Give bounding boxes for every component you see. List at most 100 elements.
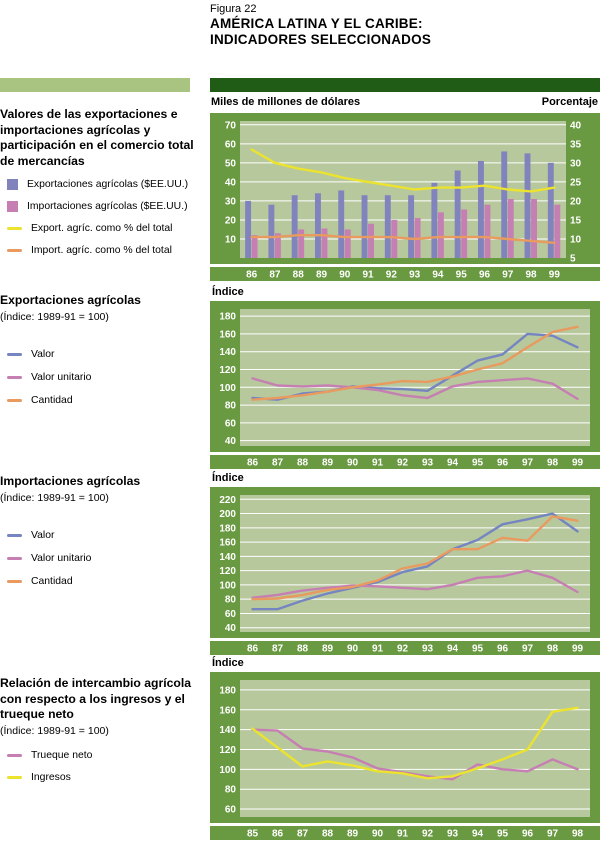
svg-text:94: 94 xyxy=(447,644,459,655)
svg-text:20: 20 xyxy=(570,196,582,207)
svg-text:98: 98 xyxy=(547,644,559,655)
svg-text:180: 180 xyxy=(219,523,236,534)
svg-text:91: 91 xyxy=(363,270,375,281)
svg-text:92: 92 xyxy=(386,270,398,281)
svg-text:86: 86 xyxy=(246,270,258,281)
svg-text:88: 88 xyxy=(297,644,309,655)
svg-text:88: 88 xyxy=(297,458,309,469)
svg-text:89: 89 xyxy=(347,829,359,840)
legend-label: Exportaciones agrícolas ($EE.UU.) xyxy=(27,178,189,190)
svg-text:96: 96 xyxy=(497,644,509,655)
svg-text:92: 92 xyxy=(422,829,434,840)
svg-text:95: 95 xyxy=(497,829,509,840)
svg-text:88: 88 xyxy=(322,829,334,840)
svg-text:94: 94 xyxy=(432,270,444,281)
legend-label: Export. agríc. como % del total xyxy=(31,222,173,234)
figure-label: Figura 22 xyxy=(210,3,257,15)
export-bar-swatch xyxy=(7,178,18,190)
svg-text:86: 86 xyxy=(247,458,259,469)
svg-text:98: 98 xyxy=(526,270,538,281)
svg-text:220: 220 xyxy=(219,495,236,506)
valor-unitario-line-swatch xyxy=(7,376,22,380)
svg-text:100: 100 xyxy=(219,383,236,394)
svg-text:35: 35 xyxy=(570,139,582,150)
svg-text:180: 180 xyxy=(219,685,236,696)
svg-text:90: 90 xyxy=(347,458,359,469)
svg-text:30: 30 xyxy=(225,196,237,207)
svg-text:95: 95 xyxy=(472,458,484,469)
svg-text:96: 96 xyxy=(522,829,534,840)
svg-text:85: 85 xyxy=(247,829,259,840)
import-pct-line-swatch xyxy=(7,248,22,252)
section-title: Importaciones agrícolas xyxy=(0,474,141,488)
valor-line-swatch xyxy=(7,353,22,357)
svg-text:50: 50 xyxy=(225,158,237,169)
legend-agri-imports: Valor Valor unitario Cantidad xyxy=(0,530,198,588)
svg-text:140: 140 xyxy=(219,725,236,736)
sidebar-header-band xyxy=(0,78,190,92)
section-subtitle: (Índice: 1989-91 = 100) xyxy=(0,724,109,737)
figure-title: AMÉRICA LATINA Y EL CARIBE: INDICADORES … xyxy=(210,16,431,48)
svg-text:60: 60 xyxy=(225,805,237,816)
svg-text:40: 40 xyxy=(225,436,237,447)
svg-text:200: 200 xyxy=(219,509,236,520)
svg-text:93: 93 xyxy=(409,270,421,281)
legend-item-import-bars: Importaciones agrícolas ($EE.UU.) xyxy=(0,200,198,212)
legend-label: Valor xyxy=(31,349,55,361)
svg-text:92: 92 xyxy=(397,458,409,469)
svg-text:98: 98 xyxy=(547,458,559,469)
svg-text:89: 89 xyxy=(322,644,334,655)
svg-text:5: 5 xyxy=(570,254,576,265)
svg-text:89: 89 xyxy=(322,458,334,469)
svg-text:99: 99 xyxy=(572,644,584,655)
svg-text:88: 88 xyxy=(293,270,305,281)
svg-text:140: 140 xyxy=(219,552,236,563)
legend-label: Valor unitario xyxy=(31,372,92,384)
cantidad-line-swatch xyxy=(7,399,22,403)
legend-label: Cantidad xyxy=(31,395,73,407)
ingresos-line-swatch xyxy=(7,776,22,780)
svg-text:60: 60 xyxy=(225,418,237,429)
legend-item-export-bars: Exportaciones agrícolas ($EE.UU.) xyxy=(0,178,198,190)
chart-agri-exports-index: 180 160 140 120 100 80 60 40 86 87 88 89 90 91 92 93 94 9… xyxy=(210,301,600,469)
legend-item-valor: Valor xyxy=(0,349,198,361)
svg-text:90: 90 xyxy=(339,270,351,281)
import-bar-swatch xyxy=(7,200,18,212)
legend-terms-of-trade: Trueque neto Ingresos xyxy=(0,750,198,784)
figure-title-line1: AMÉRICA LATINA Y EL CARIBE: xyxy=(210,16,423,31)
svg-text:15: 15 xyxy=(570,215,582,226)
legend-label: Importaciones agrícolas ($EE.UU.) xyxy=(27,200,188,212)
svg-text:100: 100 xyxy=(219,765,236,776)
svg-text:93: 93 xyxy=(447,829,459,840)
section-title: Valores de las exportaciones e importaci… xyxy=(0,107,194,168)
export-pct-line-swatch xyxy=(7,226,22,230)
legend-label: Ingresos xyxy=(31,772,71,784)
svg-text:89: 89 xyxy=(316,270,328,281)
legend-label: Valor xyxy=(31,530,55,542)
svg-text:120: 120 xyxy=(219,365,236,376)
svg-text:70: 70 xyxy=(225,120,237,131)
left-axis-caption: Miles de millones de dólares xyxy=(211,96,361,108)
svg-text:87: 87 xyxy=(272,644,284,655)
svg-text:40: 40 xyxy=(225,623,237,634)
svg-text:160: 160 xyxy=(219,705,236,716)
legend-item-valor: Valor xyxy=(0,530,198,542)
svg-text:80: 80 xyxy=(225,595,237,606)
svg-text:97: 97 xyxy=(502,270,514,281)
svg-text:60: 60 xyxy=(225,139,237,150)
svg-text:96: 96 xyxy=(497,458,509,469)
svg-text:60: 60 xyxy=(225,609,237,620)
figure-title-line2: INDICADORES SELECCIONADOS xyxy=(210,32,432,48)
svg-text:95: 95 xyxy=(456,270,468,281)
svg-text:80: 80 xyxy=(225,401,237,412)
svg-text:91: 91 xyxy=(372,458,384,469)
svg-text:25: 25 xyxy=(570,177,582,188)
svg-text:99: 99 xyxy=(549,270,561,281)
svg-text:97: 97 xyxy=(522,644,534,655)
chart-header-band xyxy=(210,78,600,92)
svg-text:87: 87 xyxy=(269,270,281,281)
legend-label: Valor unitario xyxy=(31,553,92,565)
right-axis-caption: Porcentaje xyxy=(541,96,598,108)
chart-axis-title-terms: Índice xyxy=(212,657,244,669)
